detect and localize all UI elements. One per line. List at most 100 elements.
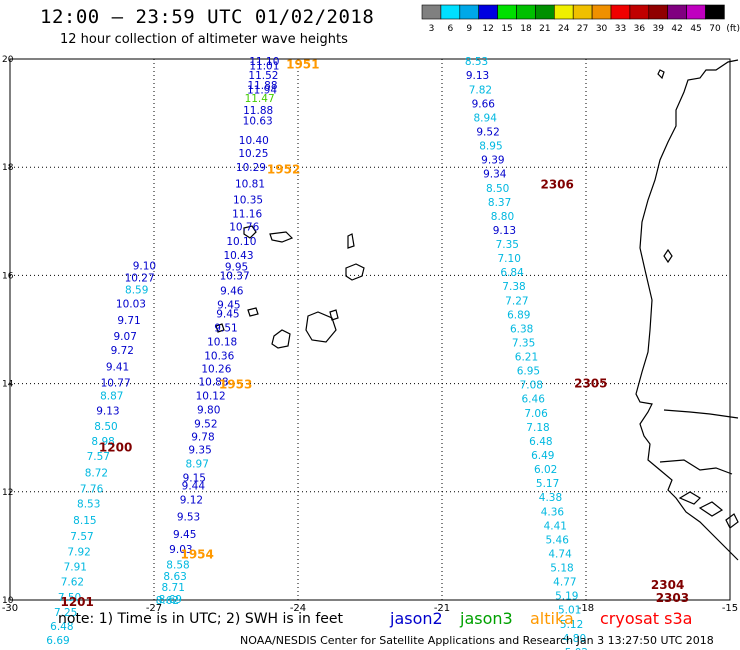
pass-time-label: 1952: [267, 162, 300, 176]
pass-time-label: 1953: [219, 378, 252, 392]
wave-height-label: 4.41: [544, 520, 567, 532]
wave-height-label: 10.88: [198, 376, 228, 388]
wave-height-label: 9.07: [114, 331, 137, 343]
wave-height-label: 7.06: [524, 408, 548, 420]
credit-line: NOAA/NESDIS Center for Satellite Applica…: [240, 634, 714, 647]
wave-height-label: 5.01: [558, 605, 581, 617]
gridlines: [10, 59, 730, 600]
color-scale-label: 33: [615, 24, 626, 34]
wave-height-label: 8.37: [488, 197, 511, 209]
legend-jason3: jason3: [460, 609, 513, 628]
wave-height-label: 7.25: [54, 607, 77, 619]
wave-height-label: 5.46: [546, 534, 570, 546]
wave-height-label: 9.71: [117, 315, 140, 327]
wave-height-label: 7.50: [58, 592, 81, 604]
color-scale-label: 45: [690, 24, 701, 34]
color-scale-swatch: [516, 4, 536, 20]
color-scale-swatch: [591, 4, 612, 20]
wave-height-label: 11.94: [247, 84, 277, 96]
y-tick-label: 20: [2, 55, 14, 65]
wave-height-label: 9.35: [188, 445, 211, 457]
wave-height-label: 7.62: [61, 577, 84, 589]
wave-height-label: 9.52: [476, 126, 499, 138]
pass-time-label: 1951: [286, 57, 319, 71]
color-scale-label: 6: [447, 24, 453, 34]
wave-height-label: 9.51: [214, 322, 237, 334]
legend-altika: altika: [530, 609, 574, 628]
wave-height-label: 6.49: [531, 450, 554, 462]
wave-height-label: 7.38: [502, 281, 525, 293]
wave-height-label: 11.88: [243, 105, 273, 117]
pass-time-label: 1200: [99, 440, 132, 454]
wave-height-label: 9.03: [169, 544, 192, 556]
wave-height-label: 9.95: [225, 262, 248, 274]
wave-height-label: 8.53: [465, 56, 488, 68]
wave-height-label: 6.95: [517, 366, 540, 378]
wave-height-label: 9.66: [472, 98, 496, 110]
wave-height-label: 8.53: [77, 499, 100, 511]
color-scale-swatch: [686, 4, 706, 20]
wave-height-label: 11.88: [247, 80, 277, 92]
pass-time-label: 2303: [656, 591, 689, 605]
x-tick-label: -24: [290, 603, 306, 614]
color-scale-label: 15: [501, 24, 512, 34]
wave-height-label: 9.15: [183, 473, 206, 485]
y-tick-label: 12: [2, 488, 13, 498]
color-scale-label: 70: [709, 24, 721, 34]
wave-height-label: 8.69: [159, 594, 182, 606]
wave-height-label: 8.87: [100, 391, 123, 403]
wave-height-label: 6.84: [500, 267, 524, 279]
color-scale-swatch: [421, 4, 442, 20]
color-scale-swatch: [629, 4, 650, 20]
color-scale-unit: (ft): [726, 24, 740, 34]
legend-jason2: jason2: [390, 609, 443, 628]
wave-height-label: 7.35: [496, 239, 519, 251]
wave-height-label: 7.91: [64, 561, 87, 573]
color-scale-swatch: [705, 4, 725, 20]
color-scale-swatch: [648, 4, 668, 20]
color-scale-label: 18: [520, 24, 532, 34]
wave-height-label: 10.03: [116, 299, 146, 311]
wave-height-label: 8.58: [166, 559, 189, 571]
wave-height-label: 7.35: [512, 337, 535, 349]
wave-height-label: 9.44: [182, 480, 206, 492]
x-tick-label: -27: [146, 603, 162, 614]
x-tick-label: -18: [578, 603, 594, 614]
map-subtitle: 12 hour collection of altimeter wave hei…: [60, 32, 348, 47]
wave-height-label: 6.48: [50, 621, 73, 633]
wave-height-label: 8.94: [474, 112, 498, 124]
y-tick-label: 16: [2, 271, 14, 281]
pass-time-label: 1954: [180, 547, 213, 561]
wave-height-label: 10.27: [125, 273, 155, 285]
wave-height-label: 9.80: [197, 405, 220, 417]
wave-height-label: 8.50: [94, 421, 117, 433]
wave-height-label: 9.46: [220, 286, 244, 298]
wave-height-label: 10.77: [101, 378, 131, 390]
wave-height-label: 7.57: [87, 451, 110, 463]
color-scale-swatch: [535, 4, 555, 20]
wave-height-label: 7.76: [80, 484, 104, 496]
color-scale-label: 42: [671, 24, 682, 34]
wave-height-label: 6.21: [515, 352, 538, 364]
wave-height-label: 9.13: [466, 70, 489, 82]
wave-height-label: 10.40: [239, 135, 269, 147]
wave-height-label: 10.10: [226, 236, 256, 248]
color-scale-swatch: [459, 4, 479, 20]
color-scale-swatch: [572, 4, 593, 20]
y-tick-label: 10: [2, 596, 14, 606]
wave-height-label: 8.80: [491, 211, 514, 223]
wave-height-label: 9.13: [96, 406, 119, 418]
wave-height-label: 9.45: [173, 529, 196, 541]
wave-height-label: 9.53: [177, 512, 200, 524]
wave-height-label: 8.72: [85, 467, 108, 479]
wave-height-label: 10.25: [238, 148, 268, 160]
wave-height-label: 4.38: [539, 492, 562, 504]
color-scale-swatch: [478, 4, 498, 20]
footnote: note: 1) Time is in UTC; 2) SWH is in fe…: [58, 611, 344, 627]
wave-height-label: 8.62: [156, 595, 179, 607]
wave-height-label: 8.97: [186, 459, 209, 471]
wave-height-label: 8.98: [91, 436, 114, 448]
wave-height-label: 5.02: [565, 647, 588, 650]
wave-height-label: 10.26: [201, 363, 231, 375]
